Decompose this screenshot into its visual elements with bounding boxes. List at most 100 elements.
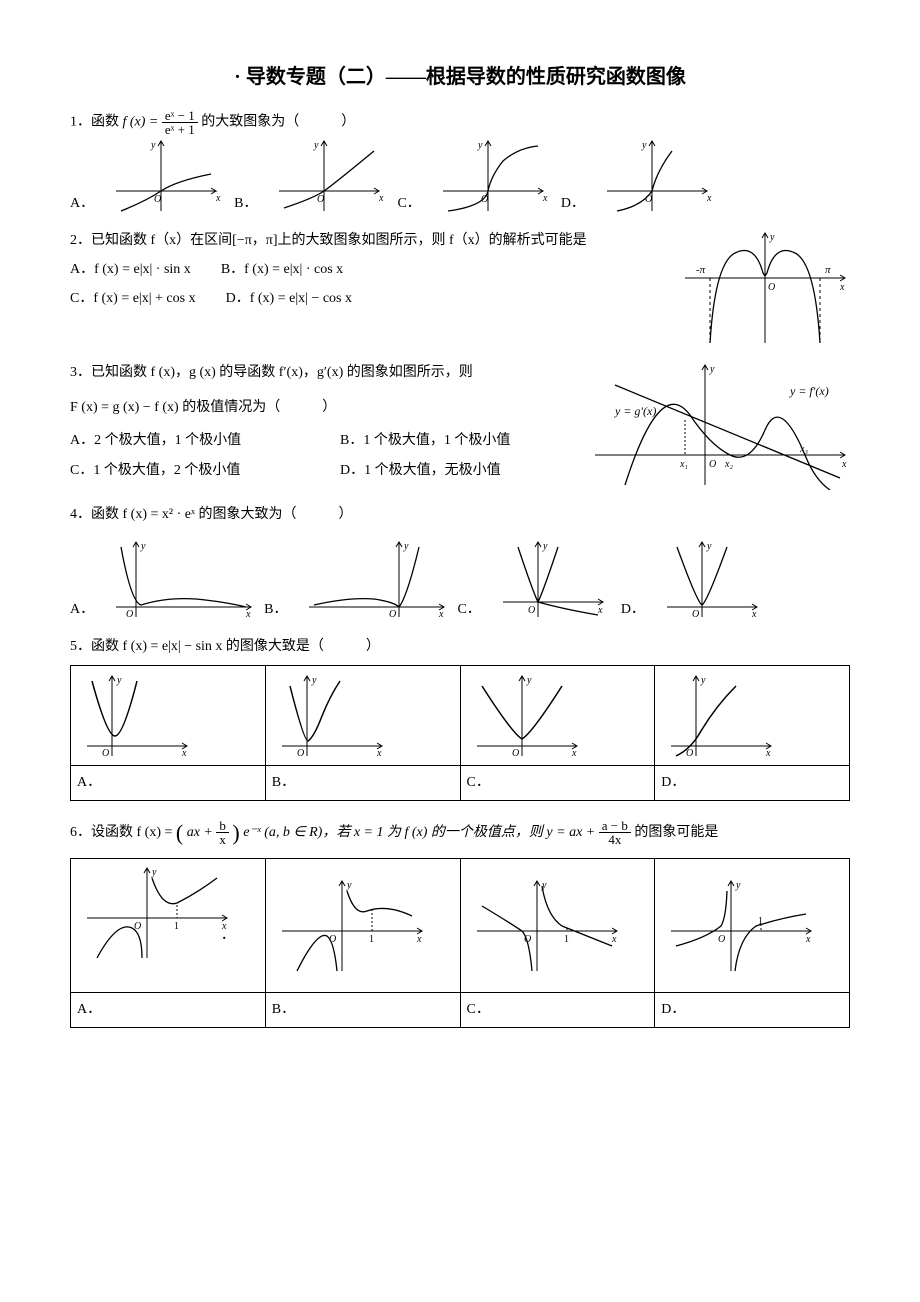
svg-text:O: O [692,609,699,620]
svg-text:y = f′(x): y = f′(x) [789,384,829,398]
svg-text:O: O [317,194,324,205]
q6-stem-post: 的图象可能是 [634,825,718,840]
q1-stem-post: 的大致图象为（ ） [201,115,355,130]
svg-text:O: O [329,934,336,945]
q6-graph-d: O x y 1 [655,859,850,993]
q4-graph-a: O x y [106,537,256,622]
q6-opt-d-label: D． [655,993,850,1027]
q4-graph-b: O x y [299,537,449,622]
q5-opt-c-label: C． [460,766,655,800]
question-4: 4．函数 f (x) = x² · eˣ 的图象大致为（ ） A． O x y … [70,502,850,622]
q6-paren-l: ( [176,820,183,845]
svg-text:y: y [526,675,532,686]
q5-graph-b: O x y [265,666,460,766]
q6-graph-c: O x y 1 [460,859,655,993]
svg-text:x: x [542,193,548,204]
svg-text:y: y [706,541,712,552]
svg-text:O: O [102,748,109,759]
q2-opt-b: B．f (x) = e|x| · cos x [221,257,343,282]
q5-graph-d: O x y [655,666,850,766]
svg-text:y = g′(x): y = g′(x) [614,404,656,418]
q4-opt-a-label: A． [70,597,94,622]
question-3: 3．已知函数 f (x)，g (x) 的导函数 f′(x)，g′(x) 的图象如… [70,360,850,490]
svg-text:y: y [735,880,741,891]
q5-stem: 5．函数 f (x) = e|x| − sin x 的图像大致是（ ） [70,634,850,659]
svg-text:x₃: x₃ [799,444,808,455]
q5-opt-d-label: D． [655,766,850,800]
svg-text:O: O [718,934,725,945]
q6-graph-b: O x y 1 [265,859,460,993]
q6-fraction-2: a − b 4x [599,819,631,846]
q5-graph-c: O x y [460,666,655,766]
svg-text:x: x [597,605,603,616]
q4-opt-c-label: C． [457,597,480,622]
q6-e-term: e⁻ˣ (a, b ∈ R)，若 x = 1 为 f (x) 的一个极值点，则 … [243,825,599,840]
question-2: 2．已知函数 f（x）在区间[−π，π]上的大致图象如图所示，则 f（x）的解析… [70,228,850,348]
svg-text:x: x [611,934,617,945]
svg-text:x: x [378,193,384,204]
svg-text:y: y [477,140,483,151]
svg-text:y: y [700,675,706,686]
q3-stem2: F (x) = g (x) − f (x) 的极值情况为（ ） [70,395,580,420]
q3-opt-a: A．2 个极大值，1 个极小值 [70,428,310,453]
svg-text:O: O [297,748,304,759]
q6-opt-b-label: B． [265,993,460,1027]
svg-text:O: O [528,605,535,616]
q6-frac-b-den: x [216,833,229,846]
svg-text:y: y [150,140,156,151]
q5-opt-a-label: A． [71,766,266,800]
svg-text:x: x [438,609,444,620]
svg-text:x₂: x₂ [724,459,733,470]
svg-text:O: O [481,194,488,205]
svg-text:y: y [541,880,547,891]
q3-opt-b: B．1 个极大值，1 个极小值 [340,428,510,453]
q3-opt-d: D．1 个极大值，无极小值 [340,458,501,483]
svg-text:O: O [709,459,716,470]
svg-text:O: O [512,748,519,759]
q1-graph-d: O x y [597,136,717,216]
svg-text:O: O [645,194,652,205]
q1-opt-c-label: C． [397,191,420,216]
svg-text:y: y [346,880,352,891]
question-5: 5．函数 f (x) = e|x| − sin x 的图像大致是（ ） O x … [70,634,850,800]
svg-text:x: x [215,193,221,204]
q2-graph: O x y -π π [680,228,850,348]
svg-text:O: O [389,609,396,620]
svg-text:O: O [154,194,161,205]
q4-graph-c: O x y [493,537,613,622]
question-6: 6．设函数 f (x) = ( ax + b x ) e⁻ˣ (a, b ∈ R… [70,813,850,1028]
q1-frac-num: eˣ − 1 [162,109,198,123]
svg-text:x₁: x₁ [679,459,688,470]
q6-opt-c-label: C． [460,993,655,1027]
svg-text:x: x [841,459,847,470]
q2-opt-c: C．f (x) = e|x| + cos x [70,286,196,311]
svg-text:O: O [126,609,133,620]
q6-paren-r: ) [232,820,239,845]
q4-stem: 4．函数 f (x) = x² · eˣ 的图象大致为（ ） [70,502,850,527]
q4-graph-d: O x y [657,537,767,622]
svg-text:y: y [403,541,409,552]
q3-graph: O x y y = g′(x) y = f′(x) x₁ x₂ x₃ [590,360,850,490]
svg-text:y: y [313,140,319,151]
q2-stem: 2．已知函数 f（x）在区间[−π，π]上的大致图象如图所示，则 f（x）的解析… [70,228,670,253]
q6-graph-a: O x y 1 ． [71,859,266,993]
q6-frac2-num: a − b [599,819,631,833]
q1-fraction: eˣ − 1 eˣ + 1 [162,109,198,136]
svg-text:y: y [641,140,647,151]
q6-frac2-den: 4x [599,833,631,846]
svg-text:y: y [116,675,122,686]
svg-text:x: x [181,748,187,759]
svg-text:x: x [571,748,577,759]
svg-text:y: y [542,541,548,552]
svg-text:y: y [151,867,157,878]
q2-opt-a: A．f (x) = e|x| · sin x [70,257,191,282]
q3-stem: 3．已知函数 f (x)，g (x) 的导函数 f′(x)，g′(x) 的图象如… [70,360,580,385]
svg-text:x: x [376,748,382,759]
q3-opt-c: C．1 个极大值，2 个极小值 [70,458,310,483]
q6-opt-a-label: A． [71,993,266,1027]
svg-text:π: π [825,264,831,276]
svg-text:x: x [765,748,771,759]
svg-text:1: 1 [369,934,374,945]
q5-opt-b-label: B． [265,766,460,800]
svg-text:y: y [140,541,146,552]
